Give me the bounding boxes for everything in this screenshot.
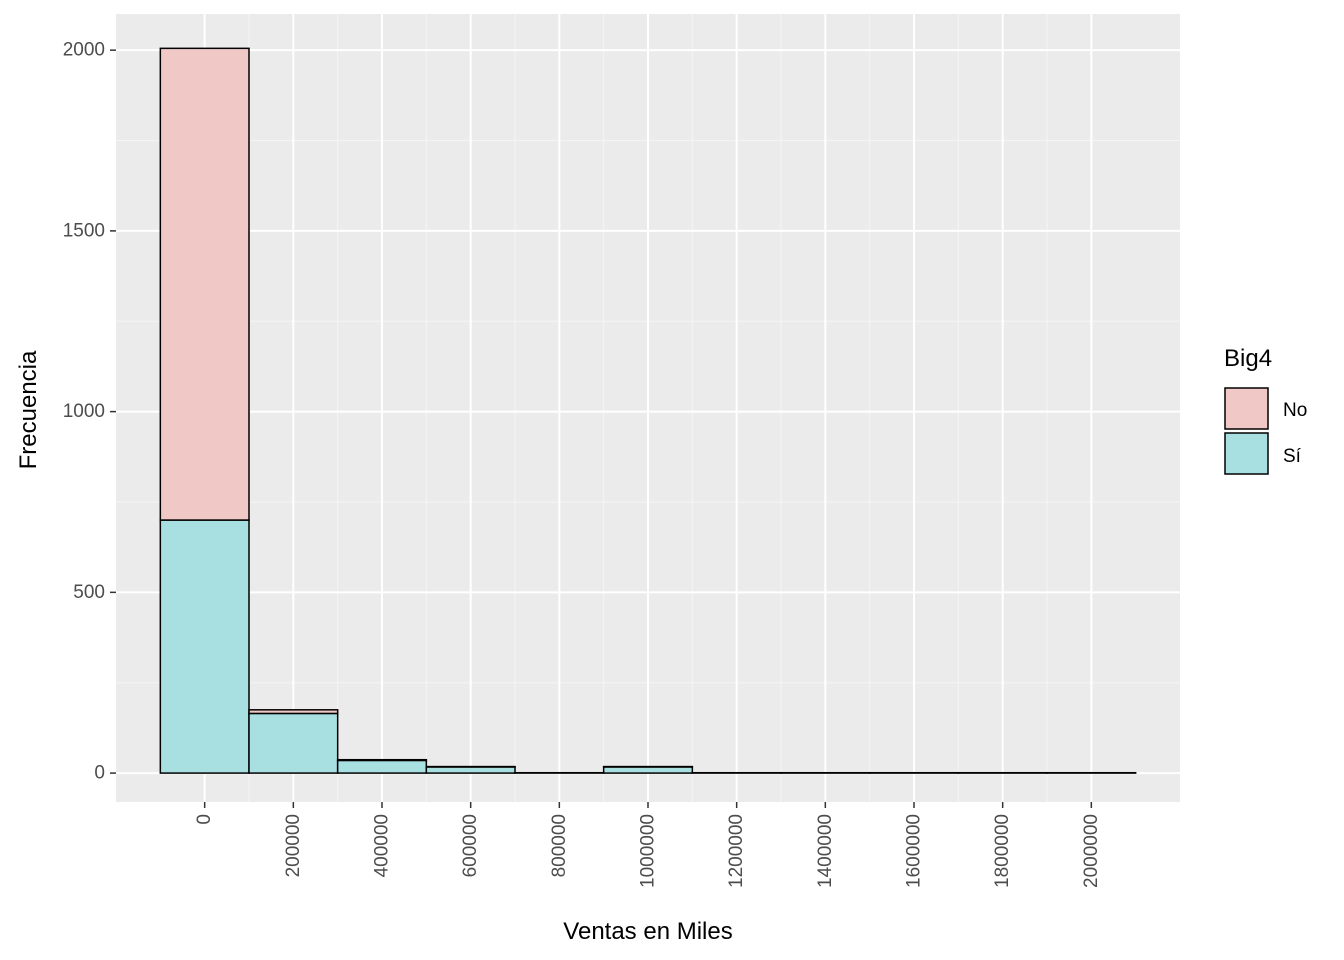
y-axis-title: Frecuencia: [15, 350, 42, 469]
legend-item-si: Sí: [1224, 432, 1302, 475]
legend-key-si: [1224, 432, 1269, 475]
y-tick-label: 1000: [63, 401, 105, 422]
x-axis-ticks: 0 200000 400000 600000 800000 1000000 1200000 1…: [194, 802, 1102, 888]
x-tick-label: 400000: [372, 814, 393, 877]
x-tick-label: 2000000: [1081, 814, 1102, 888]
bar-si-2: [336, 759, 428, 774]
legend-label-no: No: [1283, 400, 1307, 421]
x-axis-title: Ventas en Miles: [563, 918, 732, 945]
bar-si-0: [159, 519, 250, 774]
histogram-bars: [159, 47, 1137, 774]
y-tick-label: 0: [94, 763, 105, 784]
y-tick-label: 2000: [63, 40, 105, 61]
x-tick-label: 1200000: [726, 814, 747, 888]
y-tick-label: 500: [73, 582, 105, 603]
legend-item-no: No: [1224, 387, 1307, 430]
x-tick-label: 1000000: [638, 814, 659, 888]
bar-si-5: [602, 766, 694, 774]
x-tick-label: 200000: [283, 814, 304, 877]
bar-si-1: [248, 712, 339, 774]
bar-si-3: [425, 766, 516, 774]
x-tick-label: 1800000: [992, 814, 1013, 888]
x-tick-label: 1400000: [815, 814, 836, 888]
x-tick-label: 0: [194, 814, 215, 825]
legend: Big4 No Sí: [1224, 345, 1307, 475]
legend-title: Big4: [1224, 345, 1272, 372]
legend-key-no: [1224, 387, 1269, 430]
x-tick-label: 800000: [549, 814, 570, 877]
y-axis-ticks: 0 500 1000 1500 2000: [63, 40, 116, 784]
x-tick-label: 1600000: [904, 814, 925, 888]
bar-no-1: [248, 709, 339, 715]
legend-label-si: Sí: [1283, 446, 1302, 467]
x-tick-label: 600000: [460, 814, 481, 877]
bar-no-0: [159, 47, 250, 521]
bar-no-2: [336, 758, 428, 762]
y-tick-label: 1500: [63, 220, 105, 241]
